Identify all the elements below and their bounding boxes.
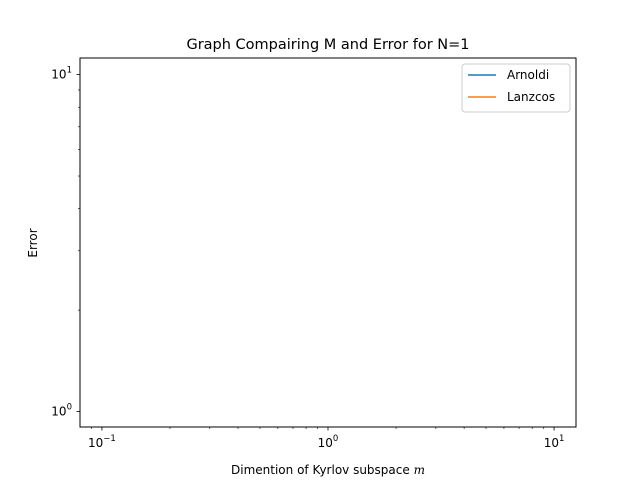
plot-background: [80, 58, 576, 427]
y-tick-exponent: 1: [67, 66, 72, 76]
x-tick-base: 10: [318, 436, 333, 450]
axes-frame: [79, 57, 577, 428]
x-tick-base: 10: [544, 436, 559, 450]
y-tick-base: 10: [51, 68, 66, 82]
y-axis-label: Error: [26, 228, 40, 257]
legend-box: [461, 63, 571, 113]
x-axis-label-variable: m: [414, 463, 425, 477]
x-tick-label: 101: [544, 434, 565, 450]
legend-label-arnoldi: Arnoldi: [507, 68, 549, 82]
y-tick-exponent: 0: [67, 403, 72, 413]
y-tick-base: 10: [51, 405, 66, 419]
x-tick-exponent: 1: [559, 434, 564, 444]
x-tick-base: 10: [88, 436, 103, 450]
x-axis-label: Dimention of Kyrlov subspace m: [231, 463, 425, 477]
x-tick-exponent: 0: [333, 434, 338, 444]
y-tick-label: 101: [51, 66, 72, 82]
y-tick-label: 100: [51, 403, 72, 419]
x-tick-label: 10−1: [88, 434, 116, 450]
x-axis-label-text: Dimention of Kyrlov subspace: [231, 463, 414, 477]
x-tick-exponent: −1: [103, 434, 116, 444]
x-tick-label: 100: [318, 434, 339, 450]
chart-title: Graph Compairing M and Error for N=1: [186, 37, 469, 53]
legend: Arnoldi Lanzcos: [461, 63, 571, 113]
legend-label-lanzcos: Lanzcos: [507, 90, 555, 104]
